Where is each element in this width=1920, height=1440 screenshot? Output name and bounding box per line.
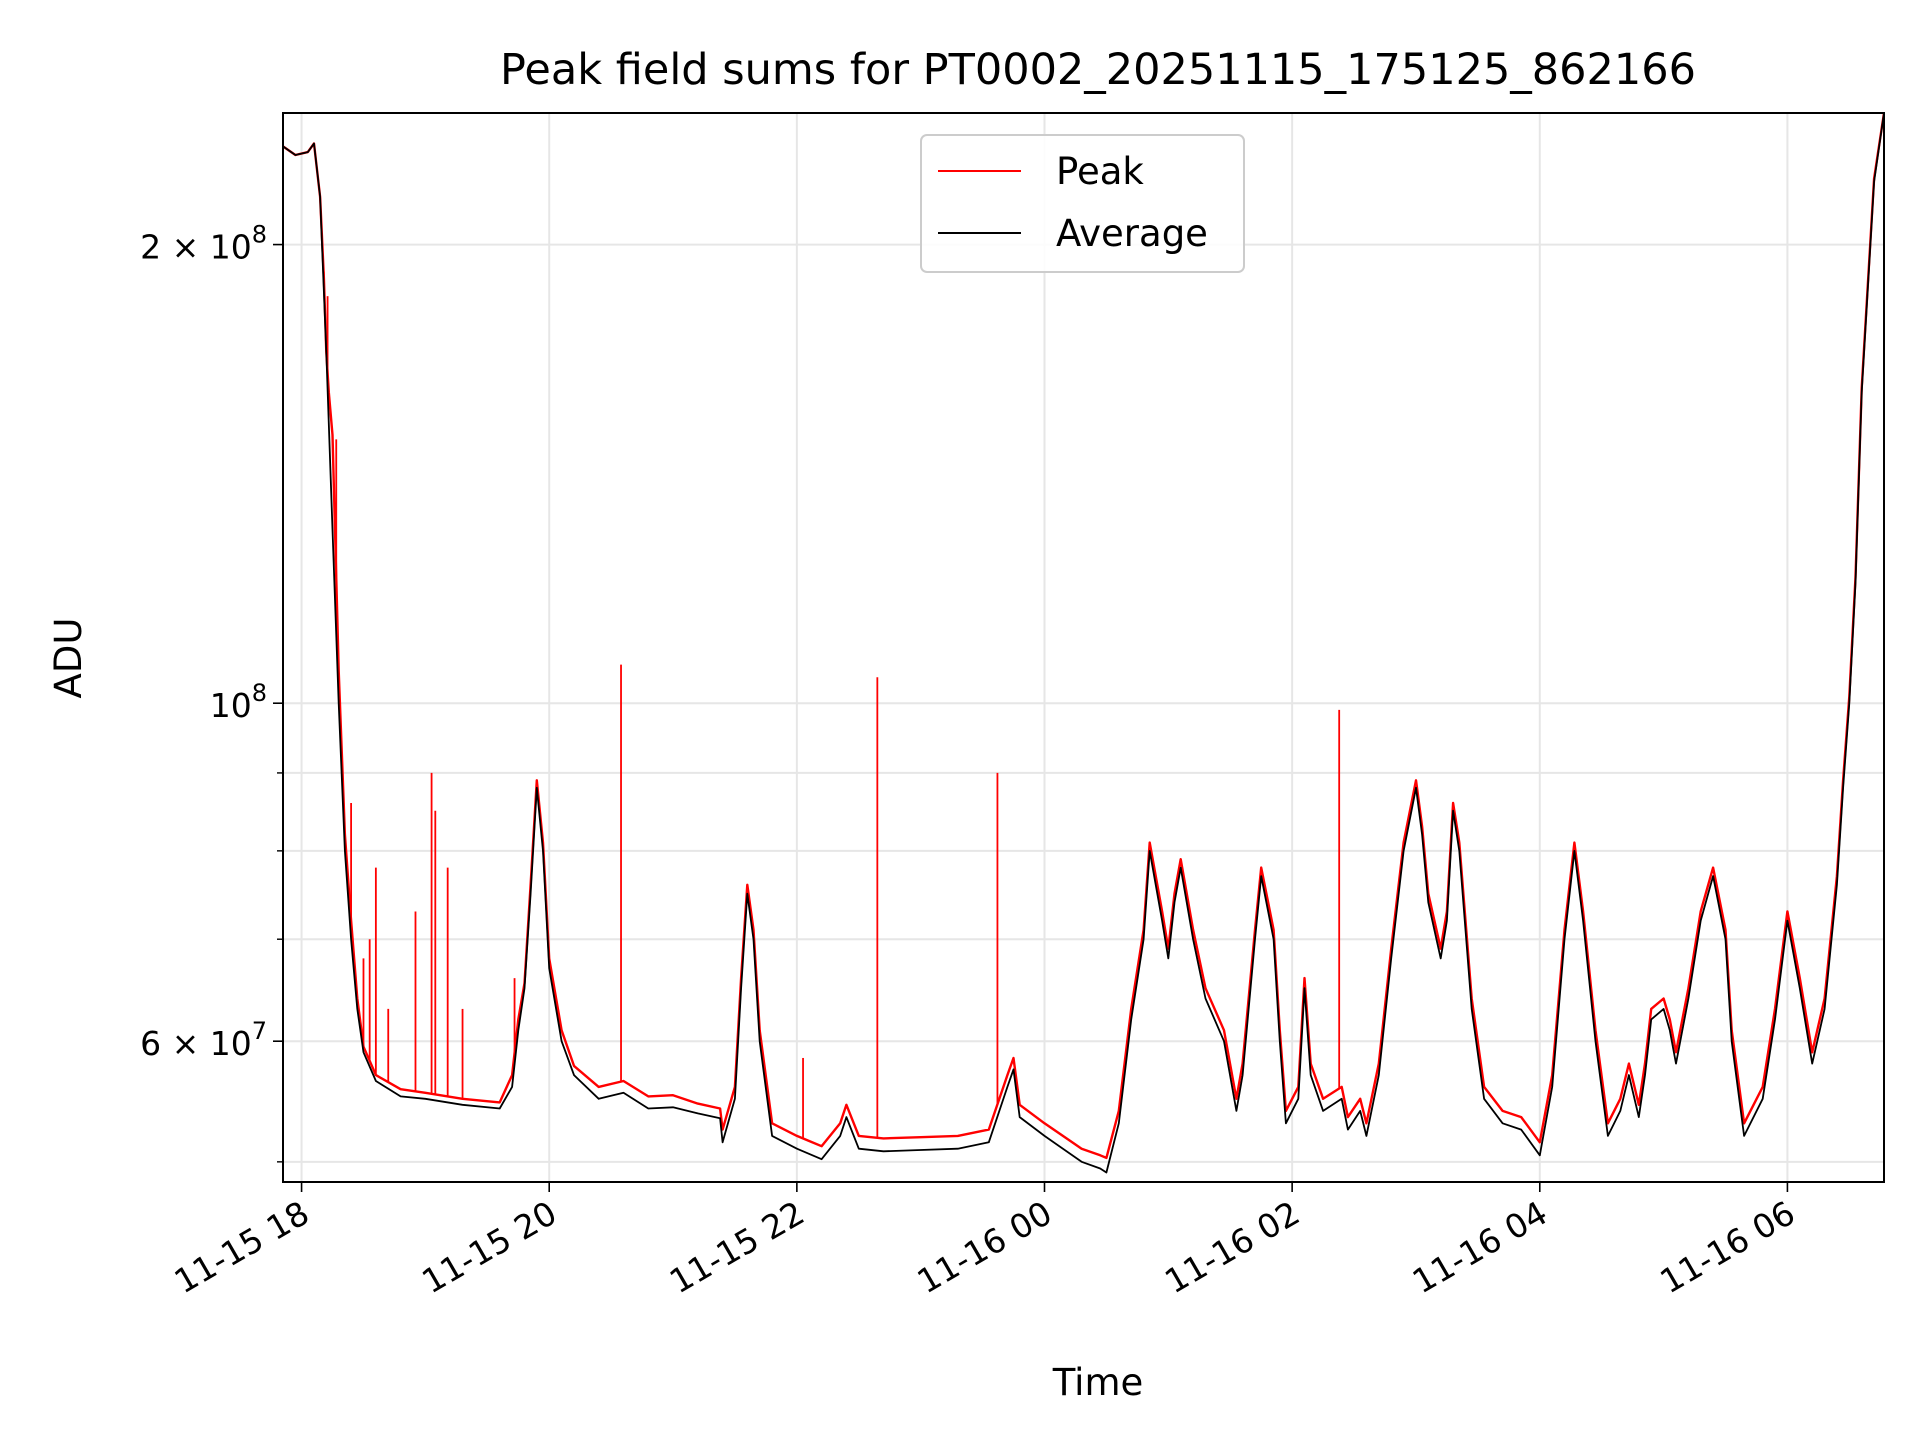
legend-label-average: Average xyxy=(1056,212,1208,255)
y-tick-label: 108 xyxy=(210,679,267,725)
x-axis-label: Time xyxy=(1052,1361,1144,1404)
legend-box xyxy=(920,134,1245,273)
legend-label-peak: Peak xyxy=(1056,150,1144,193)
y-axis-label: ADU xyxy=(47,618,90,699)
y-tick-label: 6 × 107 xyxy=(140,1017,267,1063)
series-line-average xyxy=(283,113,1884,1174)
y-axis: 6 × 107 108 2 × 108 xyxy=(140,221,283,1163)
chart-title: Peak field sums for PT0002_20251115_1751… xyxy=(500,45,1696,95)
plot-series-group xyxy=(283,113,1884,1174)
y-tick-label: 2 × 108 xyxy=(140,221,267,267)
plot-frame xyxy=(282,112,1885,1183)
legend: Peak Average xyxy=(920,134,1245,273)
